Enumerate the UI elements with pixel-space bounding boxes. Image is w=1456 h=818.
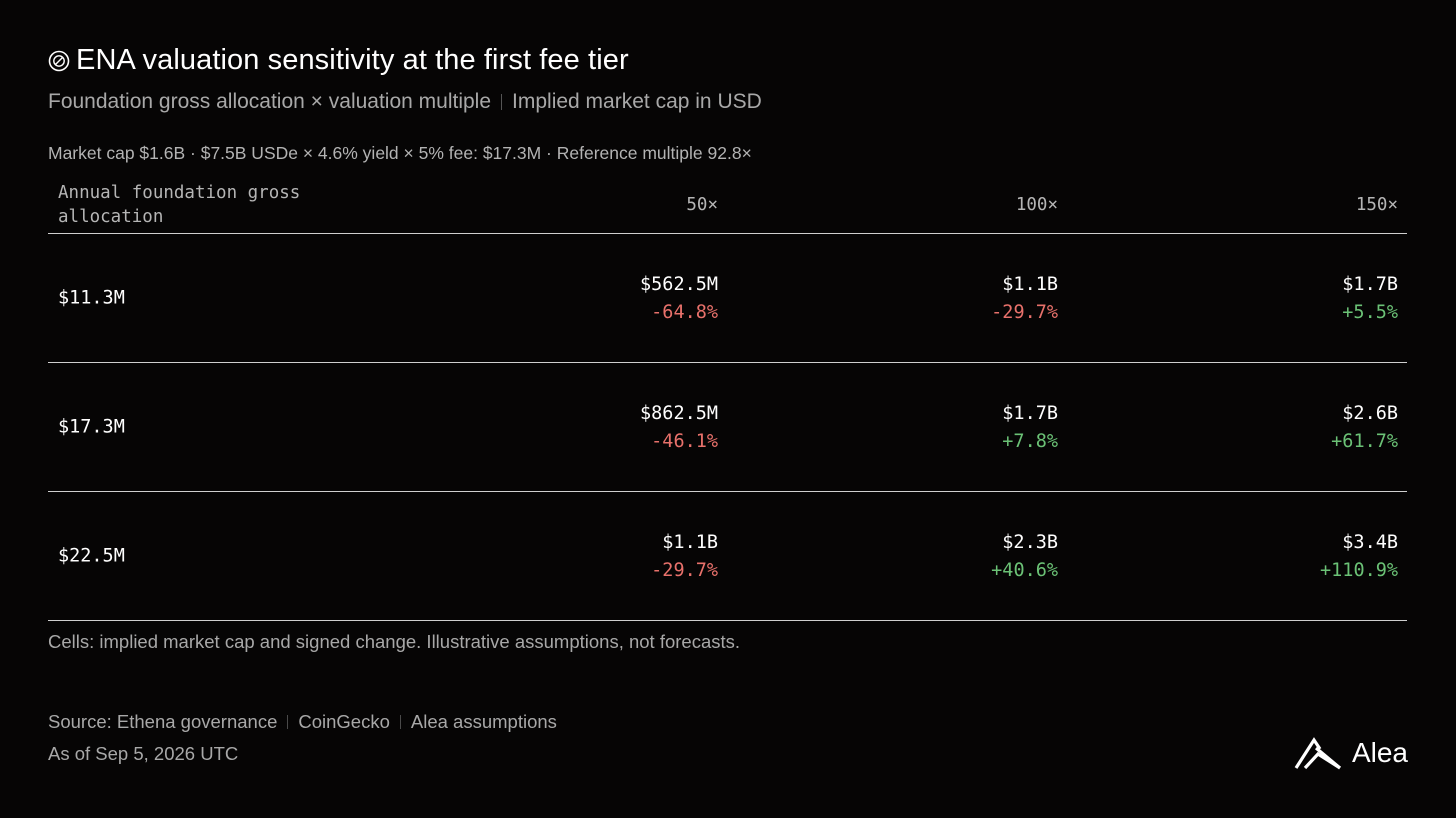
subtitle-left: Foundation gross allocation × valuation …	[48, 90, 492, 113]
change-value: +40.6%	[991, 560, 1058, 581]
page-title: ENA valuation sensitivity at the first f…	[76, 44, 629, 76]
assumptions-line: Market cap $1.6B · $7.5B USDe × 4.6% yie…	[48, 143, 752, 163]
source-item: CoinGecko	[298, 711, 390, 732]
market-cap-value: $1.1B	[1002, 274, 1058, 295]
market-cap-value: $862.5M	[640, 403, 718, 424]
market-cap-value: $2.6B	[1342, 403, 1398, 424]
brand-logo: Alea	[1294, 736, 1408, 770]
subtitle-divider	[501, 94, 503, 110]
footnote: Cells: implied market cap and signed cha…	[48, 631, 741, 652]
market-cap-value: $3.4B	[1342, 532, 1398, 553]
column-header: 100×	[1015, 195, 1058, 215]
allocation-label: $22.5M	[58, 545, 125, 567]
source-item: Source: Ethena governance	[48, 711, 278, 732]
table-header: Annual foundation gross allocation 50× 1…	[48, 180, 1407, 234]
change-value: +110.9%	[1320, 560, 1398, 581]
market-cap-value: $1.7B	[1342, 274, 1398, 295]
source-divider	[399, 715, 401, 729]
change-value: -29.7%	[991, 302, 1058, 323]
row-header-label: Annual foundation gross allocation	[58, 183, 301, 227]
market-cap-value: $562.5M	[640, 274, 718, 295]
source-item: Alea assumptions	[410, 711, 557, 732]
market-cap-value: $2.3B	[1002, 532, 1058, 553]
table-cell: $862.5M -46.1%	[640, 400, 718, 456]
table-cell: $2.6B +61.7%	[1331, 400, 1398, 456]
table-cell: $1.1B -29.7%	[991, 271, 1058, 327]
change-value: -29.7%	[651, 560, 718, 581]
brand-name: Alea	[1351, 737, 1408, 768]
change-value: +7.8%	[1002, 431, 1058, 452]
column-header: 150×	[1355, 195, 1398, 215]
column-header: 50×	[686, 195, 718, 215]
source-divider	[287, 715, 289, 729]
title-row: ENA valuation sensitivity at the first f…	[48, 44, 629, 77]
table-cell: $562.5M -64.8%	[640, 271, 718, 327]
table-row: $11.3M $562.5M -64.8% $1.1B -29.7% $1.7B…	[48, 234, 1407, 363]
coin-icon	[48, 50, 70, 72]
change-value: +5.5%	[1342, 302, 1398, 323]
table-cell: $3.4B +110.9%	[1320, 529, 1398, 585]
table-cell: $1.7B +5.5%	[1342, 271, 1398, 327]
change-value: -64.8%	[651, 302, 718, 323]
market-cap-value: $1.1B	[662, 532, 718, 553]
as-of-date: As of Sep 5, 2026 UTC	[48, 743, 239, 764]
table-cell: $1.7B +7.8%	[1002, 400, 1058, 456]
sensitivity-table: Annual foundation gross allocation 50× 1…	[48, 180, 1407, 621]
alea-logo-icon	[1294, 736, 1342, 770]
change-value: +61.7%	[1331, 431, 1398, 452]
allocation-label: $17.3M	[58, 416, 125, 438]
subtitle-right: Implied market cap in USD	[512, 90, 762, 113]
allocation-label: $11.3M	[58, 287, 125, 309]
table-row: $22.5M $1.1B -29.7% $2.3B +40.6% $3.4B +…	[48, 492, 1407, 621]
change-value: -46.1%	[651, 431, 718, 452]
table-row: $17.3M $862.5M -46.1% $1.7B +7.8% $2.6B …	[48, 363, 1407, 492]
table-cell: $2.3B +40.6%	[991, 529, 1058, 585]
table-cell: $1.1B -29.7%	[651, 529, 718, 585]
source-line: Source: Ethena governance CoinGecko Alea…	[48, 711, 557, 733]
market-cap-value: $1.7B	[1002, 403, 1058, 424]
subtitle: Foundation gross allocation × valuation …	[48, 90, 762, 114]
